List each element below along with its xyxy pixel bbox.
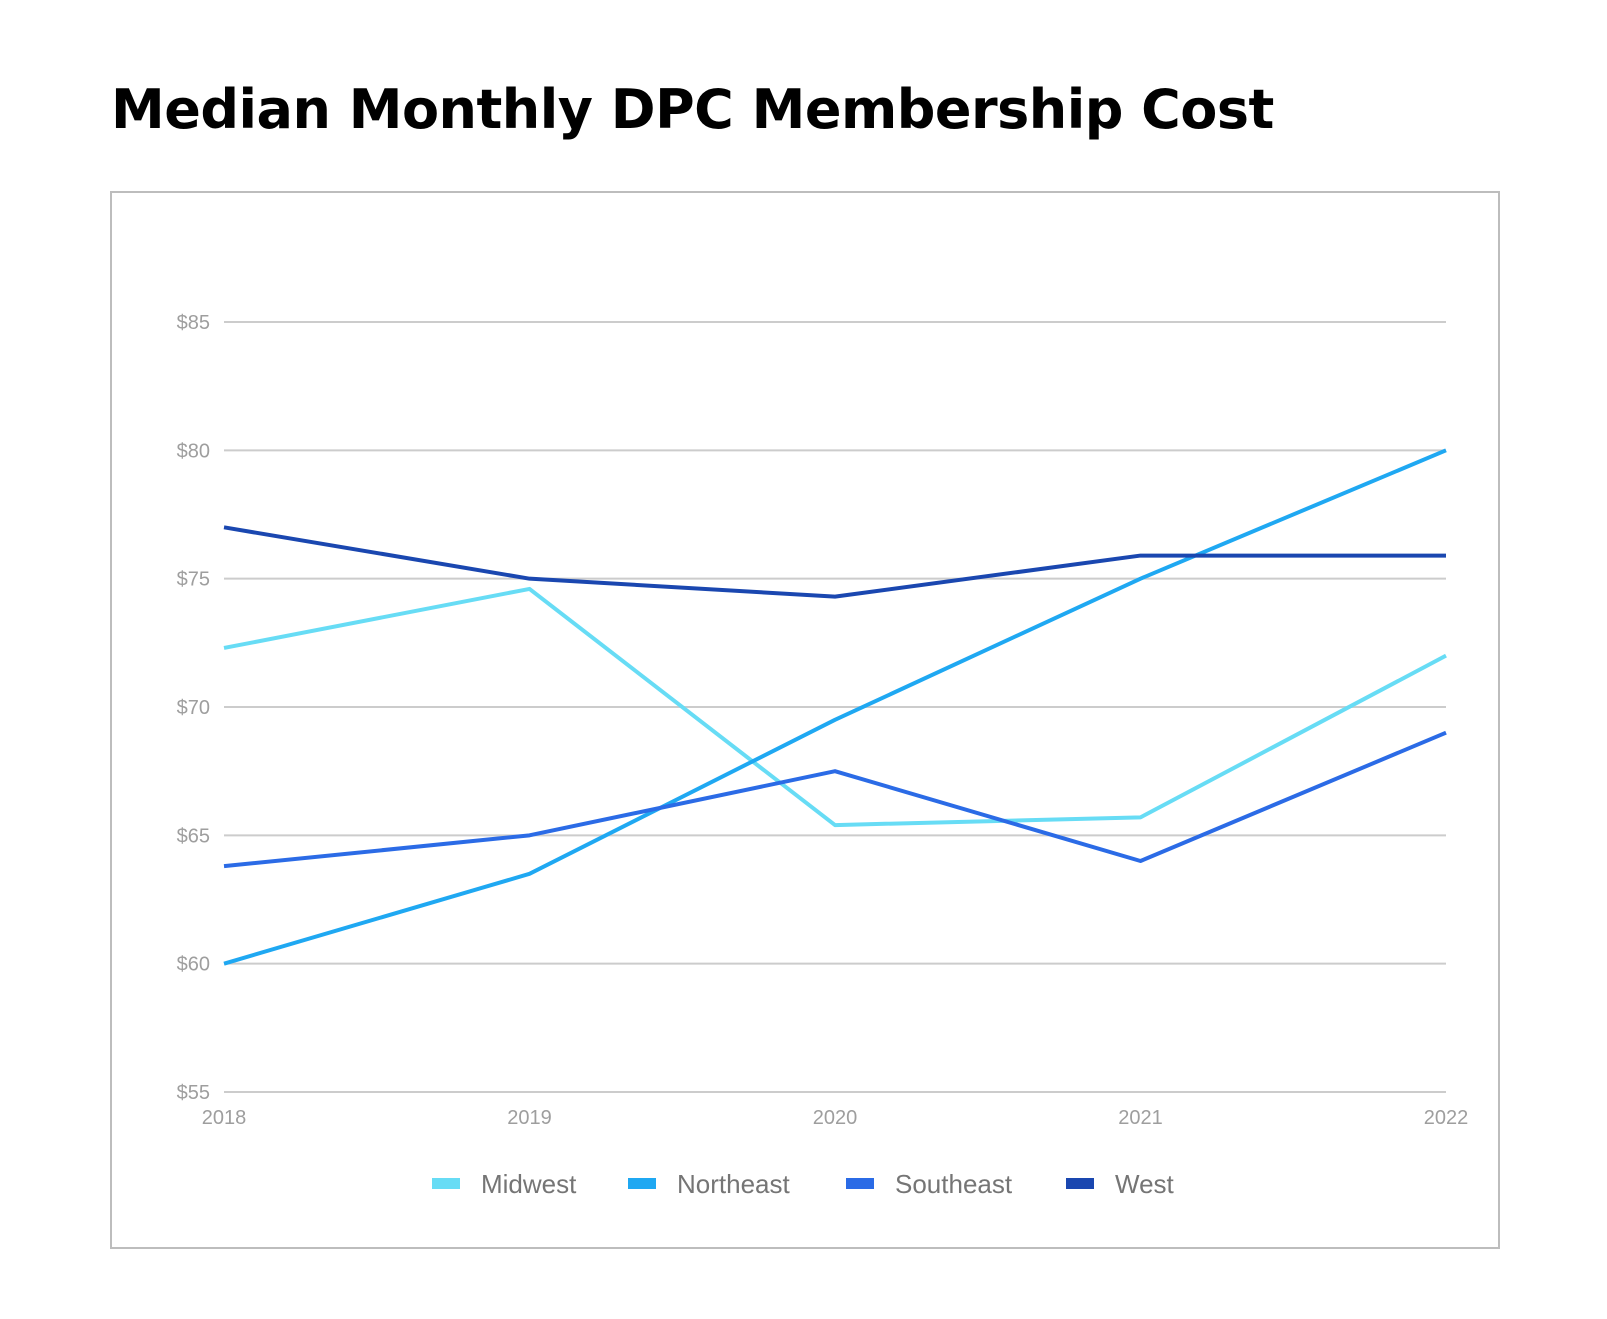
x-tick-label: 2021 — [1118, 1107, 1163, 1129]
legend-label: Southeast — [895, 1169, 1013, 1199]
y-tick-label: $55 — [177, 1082, 210, 1104]
y-tick-label: $85 — [177, 312, 210, 334]
y-tick-label: $60 — [177, 954, 210, 976]
x-tick-label: 2019 — [507, 1107, 552, 1129]
series-line-west — [223, 525, 1446, 599]
chart-frame — [110, 191, 1500, 1249]
legend-swatch-west — [1066, 1178, 1094, 1189]
y-tick-label: $65 — [177, 825, 210, 847]
y-tick-label: $70 — [177, 697, 210, 719]
series-line-northeast — [223, 448, 1447, 966]
series-line-southeast — [223, 730, 1447, 869]
legend-swatch-midwest — [432, 1178, 460, 1189]
x-tick-label: 2022 — [1424, 1107, 1469, 1129]
series-line-midwest — [223, 586, 1447, 828]
legend-label: Midwest — [481, 1169, 577, 1199]
y-tick-label: $80 — [177, 440, 210, 462]
legend-swatch-northeast — [628, 1178, 656, 1189]
legend-label: Northeast — [677, 1169, 790, 1199]
chart-title: Median Monthly DPC Membership Cost — [111, 78, 1274, 141]
x-tick-label: 2018 — [202, 1107, 247, 1129]
legend-label: West — [1115, 1169, 1175, 1199]
legend-swatch-southeast — [846, 1178, 874, 1189]
y-tick-label: $75 — [177, 569, 210, 591]
x-tick-label: 2020 — [813, 1107, 858, 1129]
